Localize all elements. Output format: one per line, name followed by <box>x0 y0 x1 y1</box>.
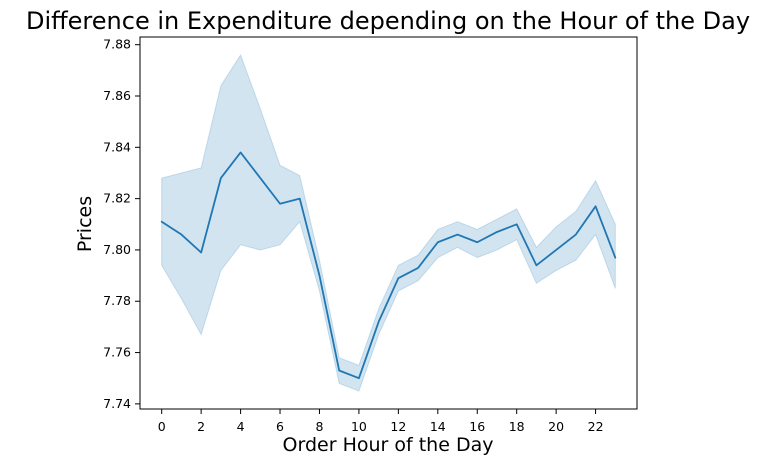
axes-layer: 0 2 4 6 8 10 12 14 16 18 20 22 7.74 7.76 7.78 7.80 7.82 7… <box>103 36 638 434</box>
chart-title: Difference in Expenditure depending on t… <box>26 7 750 35</box>
confidence-band <box>161 53 616 392</box>
x-tick-label: 22 <box>588 419 604 434</box>
y-tick-label: 7.86 <box>103 88 131 103</box>
x-tick-label: 14 <box>430 419 446 434</box>
plot-border <box>139 36 638 410</box>
x-tick-label: 16 <box>469 419 485 434</box>
x-tick-label: 12 <box>390 419 406 434</box>
mean-line <box>160 151 617 380</box>
x-tick-label: 0 <box>158 419 166 434</box>
y-tick-label: 7.78 <box>103 293 131 308</box>
y-tick-label: 7.84 <box>103 139 131 154</box>
x-tick-label: 6 <box>276 419 284 434</box>
y-tick-label: 7.76 <box>103 345 131 360</box>
y-tick-label: 7.80 <box>103 242 131 257</box>
y-tick-label: 7.88 <box>103 37 131 52</box>
x-tick-label: 20 <box>548 419 564 434</box>
x-axis-label: Order Hour of the Day <box>283 434 494 456</box>
confidence-band-layer <box>161 53 616 392</box>
y-tick-label: 7.82 <box>103 191 131 206</box>
x-tick-label: 2 <box>197 419 205 434</box>
line-layer <box>160 151 617 380</box>
x-tick-label: 4 <box>237 419 245 434</box>
x-tick-label: 18 <box>509 419 525 434</box>
y-axis-label: Prices <box>74 196 96 252</box>
x-tick-label: 8 <box>315 419 323 434</box>
y-tick-label: 7.74 <box>103 396 131 411</box>
plot-area: 0 2 4 6 8 10 12 14 16 18 20 22 7.74 7.76 7.78 7.80 7.82 7… <box>103 36 638 434</box>
x-tick-label: 10 <box>351 419 367 434</box>
